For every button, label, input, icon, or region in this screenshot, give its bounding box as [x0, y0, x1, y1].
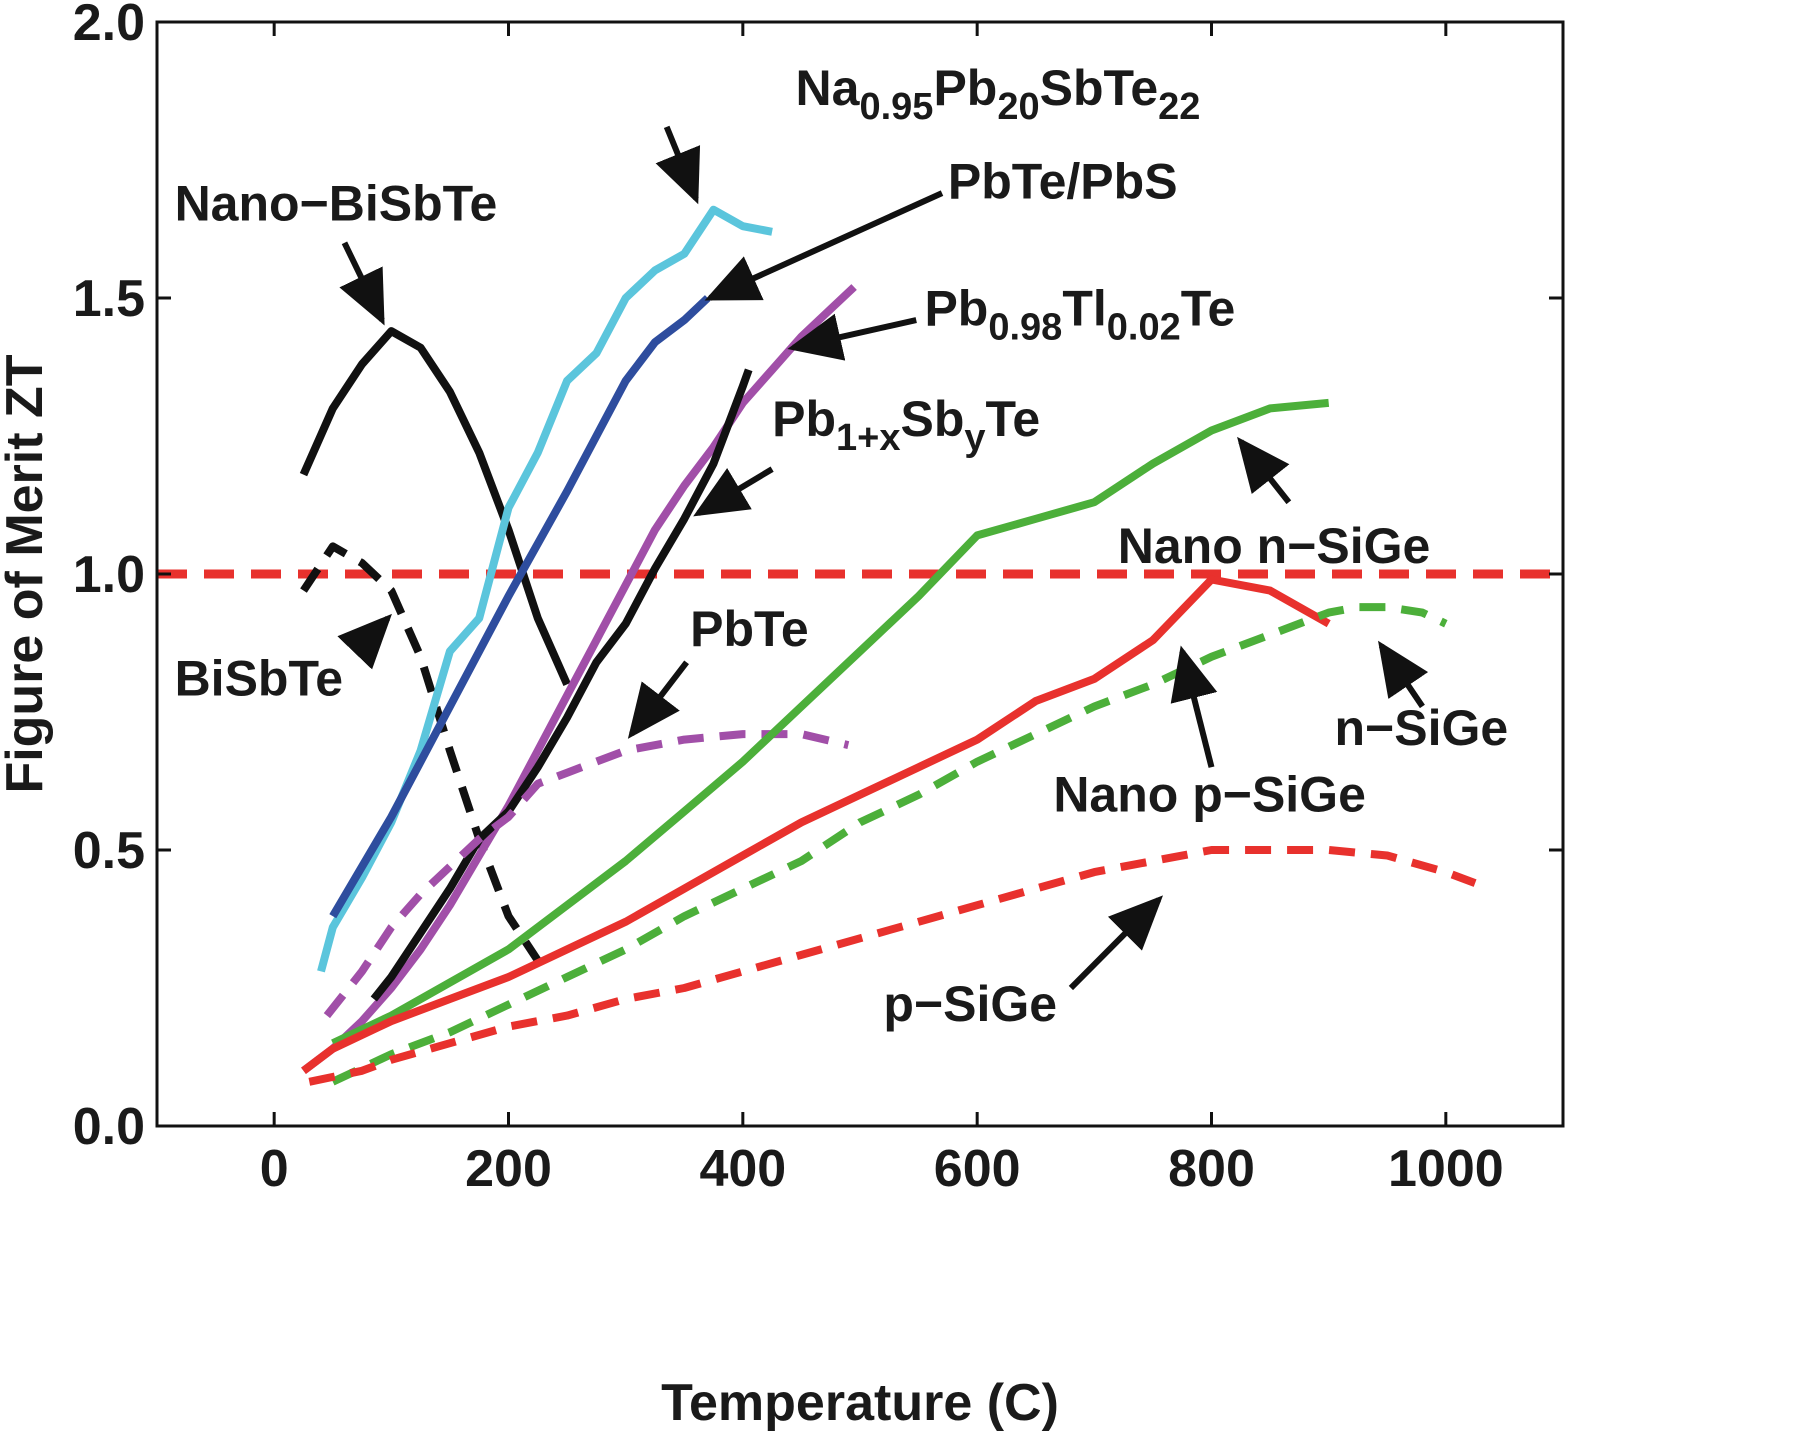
annotation-label: n−SiGe — [1335, 700, 1509, 756]
series-line-nano_p_sige — [301, 575, 1331, 1074]
annotation-label: Pb0.98Tl0.02Te — [924, 281, 1235, 349]
series-line-na_pb_sb_te — [317, 205, 773, 973]
annotation-label: Na0.95Pb20SbTe22 — [796, 60, 1201, 128]
x-tick-label: 200 — [465, 1140, 552, 1198]
annotation-ann_nano_p_sige: Nano p−SiGe — [1053, 645, 1366, 822]
series-line-bisbte — [300, 542, 542, 963]
series-line-pb_tl_te — [301, 284, 857, 1074]
annotation-ann_pbte_pbs: PbTe/PbS — [704, 154, 1178, 301]
y-tick-label: 0.5 — [73, 822, 145, 880]
x-axis-ticks: 0 200 400 600 800 1000 — [260, 22, 1504, 1198]
annotation-ann_n_sige: n−SiGe — [1335, 640, 1509, 756]
annotation-label: p−SiGe — [883, 976, 1057, 1032]
x-tick-label: 800 — [1168, 1140, 1255, 1198]
annotation-arrow — [1237, 436, 1292, 505]
annotation-label: Nano−BiSbTe — [175, 176, 498, 232]
annotation-ann_nano_n_sige: Nano n−SiGe — [1118, 436, 1431, 574]
annotation-label: Nano n−SiGe — [1118, 518, 1431, 574]
annotation-arrow — [1068, 895, 1164, 991]
annotation-label: BiSbTe — [175, 650, 344, 706]
y-tick-label: 0.0 — [73, 1098, 145, 1156]
x-tick-label: 0 — [260, 1140, 289, 1198]
series-line-n_sige — [331, 603, 1448, 1086]
annotation-ann_p_sige: p−SiGe — [883, 895, 1164, 1032]
x-tick-label: 400 — [699, 1140, 786, 1198]
annotation-ann_pbte: PbTe — [627, 601, 809, 739]
annotation-label: Pb1+xSbyTe — [772, 391, 1040, 459]
x-tick-label: 1000 — [1388, 1140, 1504, 1198]
annotation-arrow — [627, 660, 689, 739]
axes: 0 200 400 600 800 1000 0.0 0.5 1.0 1.5 2.0 Temper… — [0, 0, 1565, 1432]
annotation-label: Nano p−SiGe — [1053, 766, 1366, 822]
annotation-ann_pb_tl_te: Pb0.98Tl0.02Te — [787, 281, 1235, 361]
plot-area — [157, 205, 1563, 1086]
y-axis-ticks: 0.0 0.5 1.0 1.5 2.0 — [73, 0, 1563, 1156]
annotation-arrow — [787, 313, 917, 361]
annotation-label: PbTe/PbS — [948, 154, 1178, 210]
annotations: Na0.95Pb20SbTe22 PbTe/PbS Nano−BiSbTe Pb0.9… — [175, 60, 1509, 1032]
y-tick-label: 2.0 — [73, 0, 145, 52]
annotation-arrow — [704, 190, 944, 301]
annotation-arrow — [1378, 640, 1429, 709]
annotation-ann_bisbte: BiSbTe — [175, 613, 392, 706]
annotation-ann_na: Na0.95Pb20SbTe22 — [655, 60, 1201, 205]
series-line-nano_bisbte — [299, 327, 571, 687]
annotation-arrow — [1170, 645, 1218, 768]
annotation-arrow — [693, 466, 774, 517]
annotation-label: PbTe — [690, 601, 809, 657]
annotation-arrow — [339, 241, 385, 326]
series-line-p_sige — [308, 846, 1477, 1086]
series-line-pbte — [323, 730, 850, 1019]
annotation-ann_nano_bisbte: Nano−BiSbTe — [175, 176, 498, 326]
x-axis-title: Temperature (C) — [661, 1374, 1059, 1432]
x-tick-label: 600 — [934, 1140, 1021, 1198]
series-line-pbte_pbs — [329, 295, 711, 919]
y-tick-label: 1.5 — [73, 270, 145, 328]
y-tick-label: 1.0 — [73, 546, 145, 604]
series-line-nano_n_sige — [331, 398, 1330, 1047]
annotation-arrow — [337, 613, 392, 670]
annotation-arrow — [655, 125, 701, 205]
annotation-ann_pb_sb_te: Pb1+xSbyTe — [693, 391, 1040, 517]
y-axis-title: Figure of Merit ZT — [0, 354, 54, 793]
